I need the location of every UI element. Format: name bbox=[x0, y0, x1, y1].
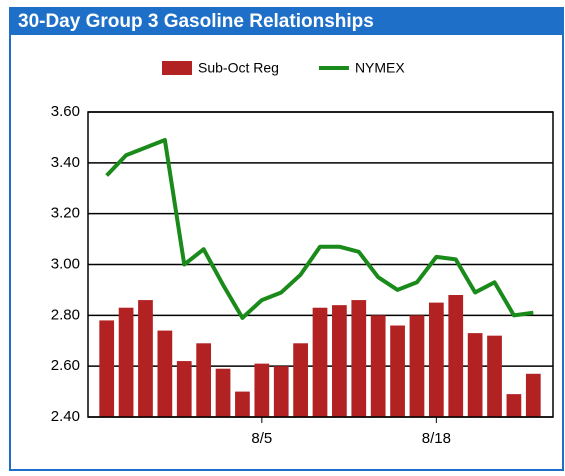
bar bbox=[99, 320, 115, 417]
x-tick-label: 8/18 bbox=[422, 430, 451, 447]
chart-title: 30-Day Group 3 Gasoline Relationships bbox=[18, 11, 374, 32]
bar bbox=[390, 325, 405, 417]
legend-swatch bbox=[162, 61, 192, 75]
bar bbox=[428, 302, 444, 417]
bar bbox=[409, 315, 425, 417]
y-tick-label: 3.40 bbox=[51, 154, 80, 171]
bar bbox=[254, 363, 270, 417]
y-tick-label: 3.60 bbox=[51, 103, 80, 120]
bar bbox=[351, 300, 367, 417]
plot-border bbox=[87, 111, 554, 418]
bar bbox=[332, 305, 347, 417]
bar bbox=[312, 307, 328, 417]
line bbox=[105, 137, 534, 320]
bar bbox=[138, 300, 153, 417]
bar bbox=[293, 343, 308, 417]
bar bbox=[176, 361, 192, 417]
y-tick-label: 2.40 bbox=[51, 408, 80, 425]
bar bbox=[157, 330, 173, 417]
bar bbox=[196, 343, 212, 417]
bar bbox=[273, 366, 289, 417]
y-tick-label: 3.00 bbox=[51, 255, 80, 272]
legend-label: Sub-Oct Reg bbox=[198, 60, 279, 76]
bar bbox=[235, 391, 250, 417]
bar bbox=[467, 333, 483, 417]
bar bbox=[525, 373, 541, 417]
y-tick-label: 3.20 bbox=[51, 205, 80, 222]
x-tick-label: 8/5 bbox=[251, 430, 272, 447]
bar bbox=[118, 307, 134, 417]
bar bbox=[215, 368, 231, 417]
y-tick-label: 2.60 bbox=[51, 357, 80, 374]
legend-label: NYMEX bbox=[355, 60, 405, 76]
bar bbox=[487, 335, 502, 417]
bar bbox=[370, 315, 386, 417]
bar bbox=[506, 394, 522, 417]
bar bbox=[448, 295, 464, 417]
header-bar bbox=[10, 8, 563, 35]
y-tick-label: 2.80 bbox=[51, 306, 80, 323]
